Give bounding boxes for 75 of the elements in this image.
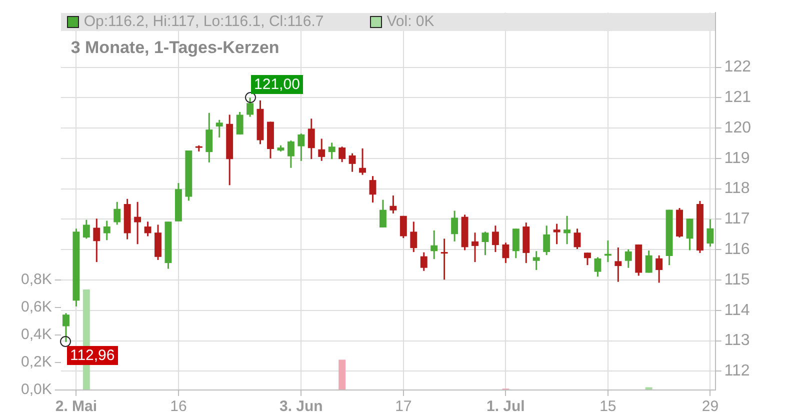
candlestick bbox=[512, 228, 520, 259]
candlestick bbox=[482, 230, 489, 256]
candlestick bbox=[369, 175, 376, 204]
y2-tick-label: 0,0K bbox=[21, 381, 52, 398]
y2-tick-label: 0,2K bbox=[21, 354, 52, 371]
x-tick-label: 17 bbox=[395, 398, 412, 416]
annotation: Vol: 0K bbox=[386, 13, 434, 30]
candlestick bbox=[287, 140, 294, 169]
y-tick-label: 118 bbox=[724, 180, 750, 198]
candlestick bbox=[574, 228, 581, 250]
bar bbox=[338, 360, 346, 390]
y-tick-label: 120 bbox=[724, 119, 752, 136]
candlestick bbox=[553, 223, 560, 245]
annotation: 112,96 bbox=[66, 346, 118, 365]
candlestick bbox=[328, 142, 336, 160]
candlestick bbox=[390, 194, 397, 214]
candlestick bbox=[103, 220, 110, 241]
candlestick bbox=[492, 224, 499, 253]
y-tick-label: 116 bbox=[724, 241, 750, 258]
candlestick bbox=[430, 230, 438, 260]
candlestick bbox=[134, 201, 142, 245]
candlestick bbox=[298, 132, 305, 162]
candlestick bbox=[62, 312, 70, 343]
candlestick bbox=[543, 224, 550, 256]
text: 3 Monate, 1-Tages-Kerzen bbox=[70, 38, 280, 58]
y2-tick-label: 0,8K bbox=[21, 270, 52, 288]
y-tick-label: 113 bbox=[724, 332, 750, 350]
candlestick bbox=[614, 246, 622, 283]
candlestick bbox=[379, 199, 386, 228]
y2-tick-label: 0,6K bbox=[21, 298, 52, 316]
x-tick-label: 16 bbox=[170, 398, 187, 416]
candlestick bbox=[400, 215, 407, 239]
candlestick bbox=[93, 218, 100, 263]
candlestick bbox=[359, 148, 366, 176]
annotation: Op:116.2, Hi:117, Lo:116.1, Cl:116.7 bbox=[84, 13, 324, 30]
candlestick bbox=[624, 248, 632, 269]
candlestick bbox=[308, 118, 315, 160]
candlestick bbox=[338, 146, 346, 163]
candlestick bbox=[594, 256, 602, 278]
candlestick bbox=[532, 250, 540, 271]
candlestick bbox=[502, 242, 510, 264]
candlestick bbox=[584, 252, 591, 266]
candlestick bbox=[236, 111, 244, 136]
candlestick bbox=[144, 220, 152, 237]
candlestick bbox=[246, 96, 254, 118]
candlestick bbox=[348, 152, 356, 173]
candlestick bbox=[564, 215, 571, 245]
y-tick-label: 119 bbox=[724, 150, 750, 167]
x-tick-label: 3. Jun bbox=[279, 398, 323, 416]
y-tick-label: 115 bbox=[724, 271, 750, 288]
y-tick-label: 122 bbox=[724, 58, 752, 76]
annotation: 121,00 bbox=[251, 74, 303, 94]
candlestick bbox=[706, 218, 714, 248]
candlestick bbox=[114, 201, 121, 226]
x-tick-label: 2. Mai bbox=[55, 398, 98, 416]
y-tick-label: 121 bbox=[724, 89, 752, 106]
candlestick bbox=[472, 232, 478, 263]
candlestick bbox=[420, 252, 428, 272]
candlestick bbox=[206, 112, 213, 164]
candlestick bbox=[451, 210, 458, 242]
y-tick-label: 114 bbox=[724, 302, 750, 319]
x-tick-label: 1. Jul bbox=[486, 398, 525, 416]
candlestick bbox=[686, 218, 694, 251]
candlestick bbox=[645, 250, 652, 274]
y2-tick-label: 0,4K bbox=[21, 326, 52, 344]
x-tick-label: 15 bbox=[600, 398, 616, 416]
candlestick bbox=[216, 119, 223, 138]
y-tick-label: 112 bbox=[724, 362, 750, 380]
candlestick bbox=[82, 219, 90, 240]
candlestick bbox=[410, 220, 418, 253]
candlestick bbox=[656, 254, 663, 284]
y-tick-label: 117 bbox=[724, 210, 750, 228]
x-tick-label: 29 bbox=[702, 398, 719, 416]
candlestick bbox=[440, 238, 448, 280]
candlestick bbox=[318, 138, 326, 162]
